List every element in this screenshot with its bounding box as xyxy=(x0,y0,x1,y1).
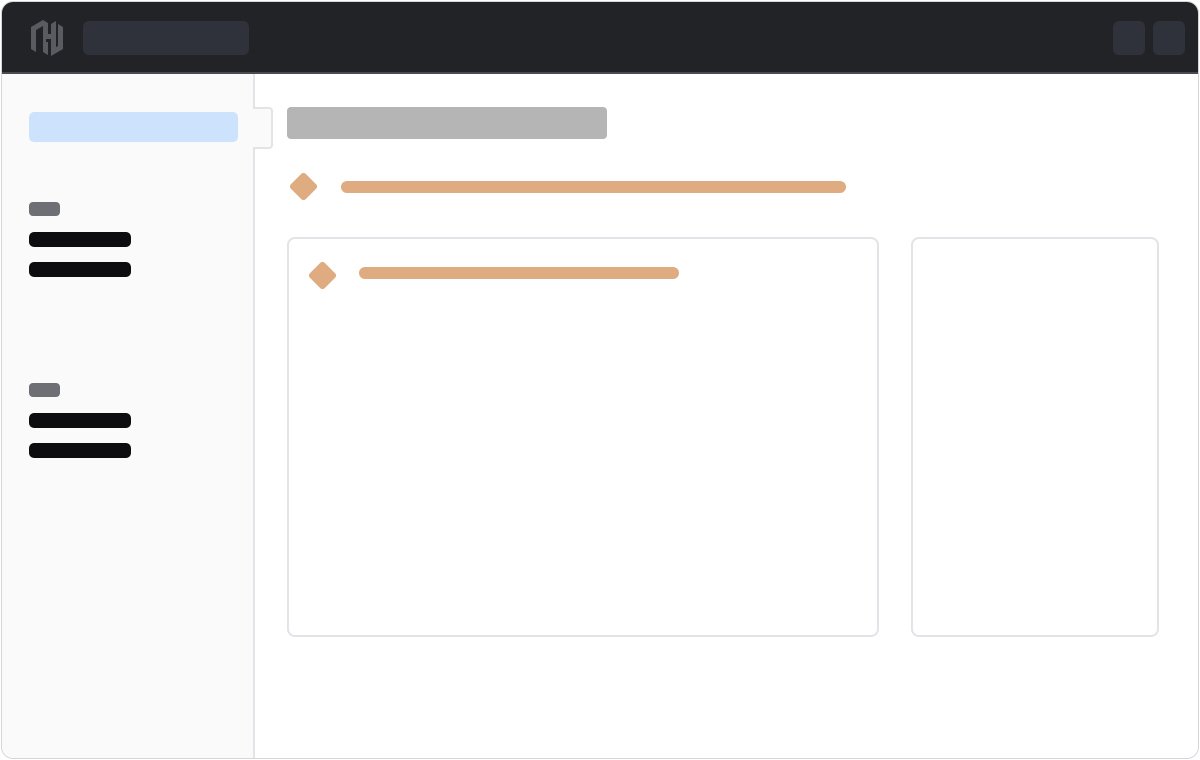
sidebar-item[interactable] xyxy=(29,232,131,247)
sidebar-group-heading xyxy=(29,383,60,397)
main-card xyxy=(287,237,879,637)
diamond-icon xyxy=(307,260,338,291)
alert-text xyxy=(341,181,846,193)
hashicorp-logo-icon[interactable] xyxy=(28,18,66,58)
topbar-button-2[interactable] xyxy=(1153,21,1185,55)
page-title xyxy=(287,107,607,139)
side-card xyxy=(911,237,1159,637)
card-text xyxy=(359,267,679,279)
top-bar xyxy=(2,2,1198,74)
sidebar-item-active[interactable] xyxy=(29,112,238,142)
sidebar-active-indicator xyxy=(253,107,273,149)
search-input[interactable] xyxy=(83,21,249,55)
topbar-button-1[interactable] xyxy=(1113,21,1145,55)
sidebar-group-heading xyxy=(29,202,60,216)
sidebar-item[interactable] xyxy=(29,413,131,428)
sidebar-item[interactable] xyxy=(29,262,131,277)
sidebar-item[interactable] xyxy=(29,443,131,458)
sidebar xyxy=(2,74,255,758)
diamond-icon xyxy=(288,171,319,202)
